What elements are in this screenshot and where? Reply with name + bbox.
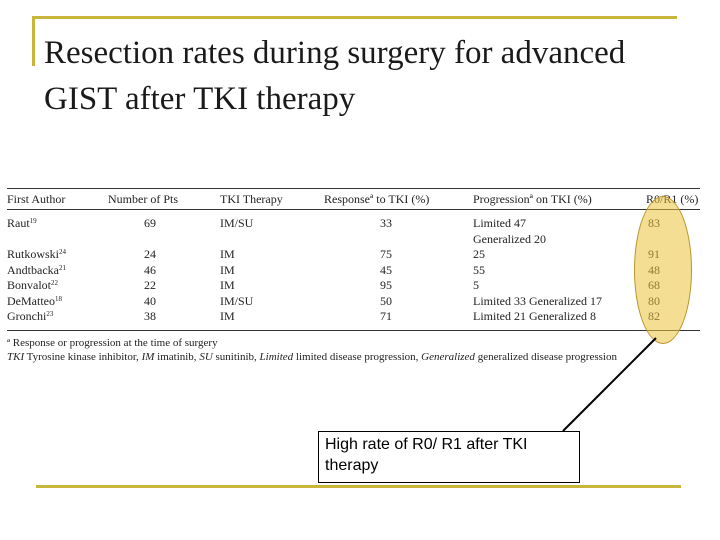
header-number-pts: Number of Pts: [108, 192, 178, 206]
table-cell-pts: 69: [108, 216, 156, 230]
header-progression: Progressionª on TKI (%): [473, 192, 592, 206]
table-cell-pts: 40: [108, 294, 156, 308]
cell-text-author: Gronchi: [7, 309, 47, 323]
cell-text-tki: IM: [220, 278, 235, 292]
cell-text-pts: 24: [144, 247, 156, 261]
table-cell-response: 95: [324, 278, 392, 292]
reference-number: 19: [29, 217, 37, 225]
header-response: Responseª to TKI (%): [324, 192, 430, 206]
table-cell-progression: Limited 47: [473, 216, 526, 230]
callout-box: High rate of R0/ R1 after TKI therapy: [318, 431, 580, 483]
cell-text-progression: Generalized 20: [473, 231, 546, 246]
table-cell-tki: IM: [220, 247, 235, 261]
table-cell-tki: IM/SU: [220, 294, 253, 308]
table-cell-progression: Generalized 20: [473, 232, 546, 246]
header-first-author: First Author: [7, 192, 66, 206]
cell-text-tki: IM/SU: [220, 293, 254, 308]
cell-text-author: Raut: [7, 216, 30, 230]
cell-text-pts: 22: [144, 278, 156, 292]
table-bottom-rule: [7, 330, 700, 331]
table-cell-progression: 25: [473, 247, 485, 261]
abbr-generalized: Generalized: [421, 351, 475, 363]
footnote-abbreviations: TKI Tyrosine kinase inhibitor, IM imatin…: [7, 351, 617, 363]
def-generalized: generalized disease progression: [474, 351, 617, 363]
cell-text-progression: Limited 21 Generalized 8: [473, 309, 596, 323]
cell-text-author: DeMatteo: [7, 293, 55, 308]
cell-text-response: 33: [380, 216, 392, 230]
table-cell-author: Rutkowski24: [7, 247, 66, 261]
cell-text-tki: IM: [220, 247, 235, 261]
def-su: sunitinib,: [212, 351, 260, 363]
title-rule-left: [32, 16, 35, 66]
table-cell-author: DeMatteo18: [7, 294, 62, 308]
cell-text-pts: 38: [144, 309, 156, 323]
table-cell-response: 45: [324, 263, 392, 277]
table-cell-response: 33: [324, 216, 392, 230]
cell-text-tki: IM/SU: [220, 216, 254, 230]
cell-text-author: Andtbacka: [7, 262, 59, 277]
cell-text-tki: IM: [220, 262, 235, 277]
table-cell-response: 71: [324, 309, 392, 323]
cell-text-response: 75: [380, 247, 392, 261]
cell-text-response: 50: [380, 293, 392, 308]
table-cell-progression: Limited 21 Generalized 8: [473, 309, 596, 323]
cell-text-response: 95: [380, 278, 392, 292]
table-cell-pts: 22: [108, 278, 156, 292]
reference-number: 23: [46, 310, 54, 318]
cell-text-response: 71: [380, 309, 392, 323]
table-cell-author: Raut19: [7, 216, 37, 230]
table-cell-pts: 38: [108, 309, 156, 323]
def-limited: limited disease progression,: [293, 351, 422, 363]
cell-text-pts: 40: [144, 293, 156, 308]
def-tki: Tyrosine kinase inhibitor,: [24, 351, 142, 363]
cell-text-author: Bonvalot: [7, 278, 51, 292]
cell-text-progression: Limited 47: [473, 216, 526, 230]
table-cell-progression: Limited 33 Generalized 17: [473, 294, 602, 308]
abbr-limited: Limited: [259, 351, 294, 363]
cell-text-author: Rutkowski: [7, 247, 60, 261]
table-cell-tki: IM: [220, 263, 235, 277]
reference-number: 24: [59, 248, 67, 256]
cell-text-progression: 5: [473, 278, 479, 292]
reference-number: 18: [54, 294, 62, 303]
abbr-tki: TKI: [7, 351, 25, 363]
table-cell-response: 75: [324, 247, 392, 261]
table-top-rule: [7, 188, 700, 189]
abbr-su: SU: [199, 351, 213, 363]
header-tki-therapy: TKI Therapy: [220, 192, 283, 206]
abbr-im: IM: [141, 351, 155, 363]
cell-text-response: 45: [380, 262, 392, 277]
cell-text-progression: Limited 33 Generalized 17: [473, 293, 602, 308]
table-cell-progression: 5: [473, 278, 479, 292]
callout-pointer-line: [562, 337, 657, 432]
table-cell-pts: 24: [108, 247, 156, 261]
table-cell-progression: 55: [473, 263, 485, 277]
cell-text-progression: 25: [473, 247, 485, 261]
reference-number: 21: [58, 263, 66, 272]
cell-text-progression: 55: [473, 262, 485, 277]
table-cell-author: Gronchi23: [7, 309, 53, 323]
header-bottom-rule: [7, 209, 700, 210]
table-cell-tki: IM: [220, 278, 235, 292]
table-cell-tki: IM: [220, 309, 235, 323]
cell-text-pts: 69: [144, 216, 156, 230]
footer-rule: [36, 485, 681, 488]
reference-number: 22: [51, 279, 58, 287]
table-cell-author: Bonvalot22: [7, 278, 58, 292]
table-cell-tki: IM/SU: [220, 216, 253, 230]
cell-text-pts: 46: [144, 262, 156, 277]
def-im: imatinib,: [154, 351, 200, 363]
table-cell-pts: 46: [108, 263, 156, 277]
title-rule-top: [32, 16, 677, 19]
cell-text-tki: IM: [220, 309, 235, 323]
footnote-response: ª Response or progression at the time of…: [7, 337, 218, 349]
table-cell-response: 50: [324, 294, 392, 308]
r0r1-highlight-oval: [634, 196, 692, 344]
slide-title: Resection rates during surgery for advan…: [44, 35, 626, 117]
table-cell-author: Andtbacka21: [7, 263, 66, 277]
